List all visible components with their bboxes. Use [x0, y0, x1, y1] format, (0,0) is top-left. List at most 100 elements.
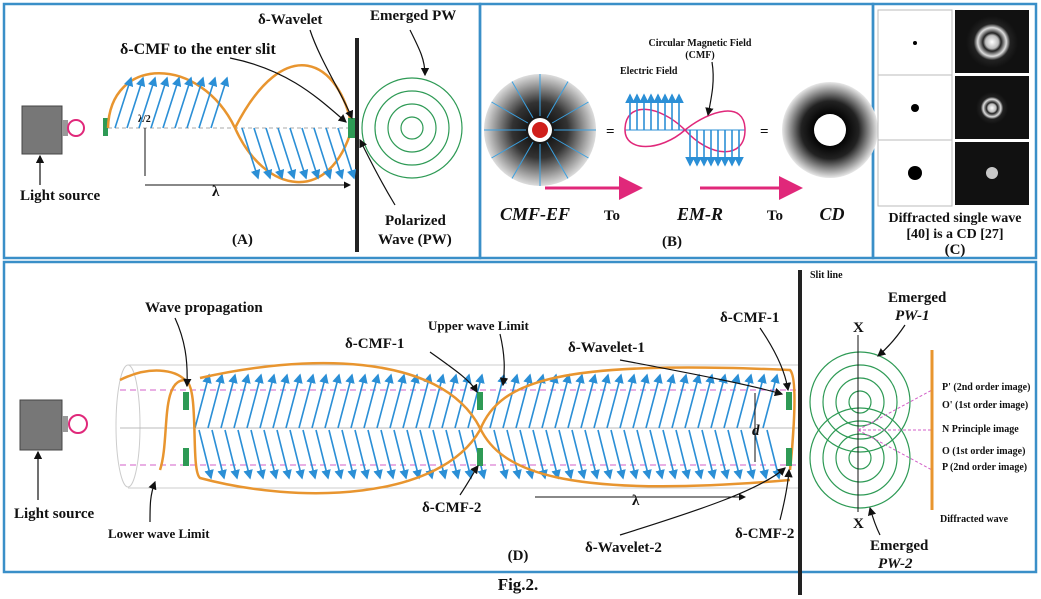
pointer: [500, 334, 504, 385]
field-vector: [208, 375, 222, 428]
field-vector: [568, 375, 582, 428]
field-vector: [342, 430, 354, 478]
label: Light source: [14, 506, 94, 522]
wave-ring: [810, 408, 910, 508]
field-vector: [351, 375, 365, 428]
label: CMF-EF: [500, 204, 570, 224]
label: Light source: [20, 188, 100, 204]
label: Emerged: [888, 290, 947, 306]
cmf-marker: [477, 392, 483, 410]
bulb-base: [62, 416, 68, 432]
image-label: O' (1st order image): [942, 400, 1028, 411]
field-vector: [594, 375, 608, 428]
field-vector: [663, 430, 675, 478]
field-vector: [685, 375, 699, 428]
field-vector: [364, 375, 378, 428]
field-vector: [542, 375, 556, 428]
field-vector: [247, 375, 261, 428]
label: PW-1: [895, 308, 929, 324]
field-vector: [633, 375, 647, 428]
panel-c: Diffracted single wave [40] is a CD [27]…: [878, 10, 1029, 258]
field-vector: [299, 375, 313, 428]
wave-ring: [823, 365, 897, 439]
field-vector: [503, 375, 517, 428]
field-vector: [199, 430, 211, 478]
field-vector: [581, 375, 595, 428]
label: Lower wave Limit: [108, 526, 210, 541]
label: δ-CMF to the enter slit: [120, 41, 276, 58]
bulb: [69, 415, 87, 433]
wave-ring: [401, 117, 423, 139]
cylinder-end: [116, 365, 140, 487]
field-vector: [702, 430, 714, 478]
field-vector: [338, 375, 352, 428]
diffraction-pattern: [976, 92, 1008, 124]
bulb: [68, 120, 84, 136]
label: Wave (PW): [378, 232, 452, 248]
field-vector: [607, 375, 621, 428]
pointer: [760, 328, 788, 390]
field-vector: [711, 375, 725, 428]
wave: [235, 65, 352, 128]
field-vector: [698, 375, 712, 428]
field-vector: [572, 430, 584, 478]
aperture: [911, 104, 919, 112]
field-vector: [273, 375, 287, 428]
figure-caption: Fig.2.: [498, 575, 539, 594]
field-vector: [598, 430, 610, 478]
field-vector: [225, 430, 237, 478]
field-vector: [442, 375, 456, 428]
field-vector: [212, 430, 224, 478]
field-vector: [737, 375, 751, 428]
label: X: [853, 516, 864, 532]
field-vector: [368, 430, 380, 478]
cmf-marker: [477, 448, 483, 466]
light-source: [22, 106, 62, 154]
cmf-marker: [183, 448, 189, 466]
field-vector: [455, 375, 469, 428]
label: Electric Field: [620, 66, 678, 77]
field-vector: [312, 375, 326, 428]
magnetic-loop: [625, 109, 745, 151]
label: δ-CMF-2: [422, 500, 481, 516]
field-vector: [620, 375, 634, 428]
field-vector: [555, 375, 569, 428]
label: CD: [819, 204, 844, 224]
label: To: [767, 208, 783, 224]
field-vector: [260, 375, 274, 428]
panel-a: δ-Wavelet Emerged PW δ-CMF to the enter …: [20, 8, 462, 252]
field-vector: [750, 375, 764, 428]
pointer: [878, 325, 905, 356]
caption: [40] is a CD [27]: [906, 227, 1003, 242]
label: δ-Wavelet-2: [585, 540, 662, 556]
wave-ring: [849, 447, 871, 469]
field-vector: [394, 430, 406, 478]
label: Upper wave Limit: [428, 318, 530, 333]
core: [532, 122, 548, 138]
label: λ: [632, 493, 640, 509]
diffraction-pattern: [986, 167, 998, 179]
panel-d: Slit line Emerged PW-1 Wave propagation …: [14, 270, 1030, 595]
pointer: [620, 468, 785, 535]
field-vector: [763, 375, 777, 428]
field-vector: [650, 430, 662, 478]
field-vector: [407, 430, 419, 478]
pointer: [780, 470, 789, 520]
image-label: O (1st order image): [942, 446, 1025, 457]
wave-ring: [823, 421, 897, 495]
label: d: [752, 423, 760, 439]
wave-ring: [836, 434, 884, 482]
field-vector: [676, 430, 688, 478]
light-source: [20, 400, 62, 450]
label: δ-CMF-1: [720, 310, 779, 326]
field-vector: [507, 430, 519, 478]
field-vector: [624, 430, 636, 478]
equals: =: [760, 124, 769, 140]
wave-ring: [836, 378, 884, 426]
field-vector: [646, 375, 660, 428]
field-vector: [659, 375, 673, 428]
aperture: [908, 166, 922, 180]
label: Polarized: [385, 213, 446, 229]
field-vector: [195, 375, 209, 428]
cmf-marker: [183, 392, 189, 410]
